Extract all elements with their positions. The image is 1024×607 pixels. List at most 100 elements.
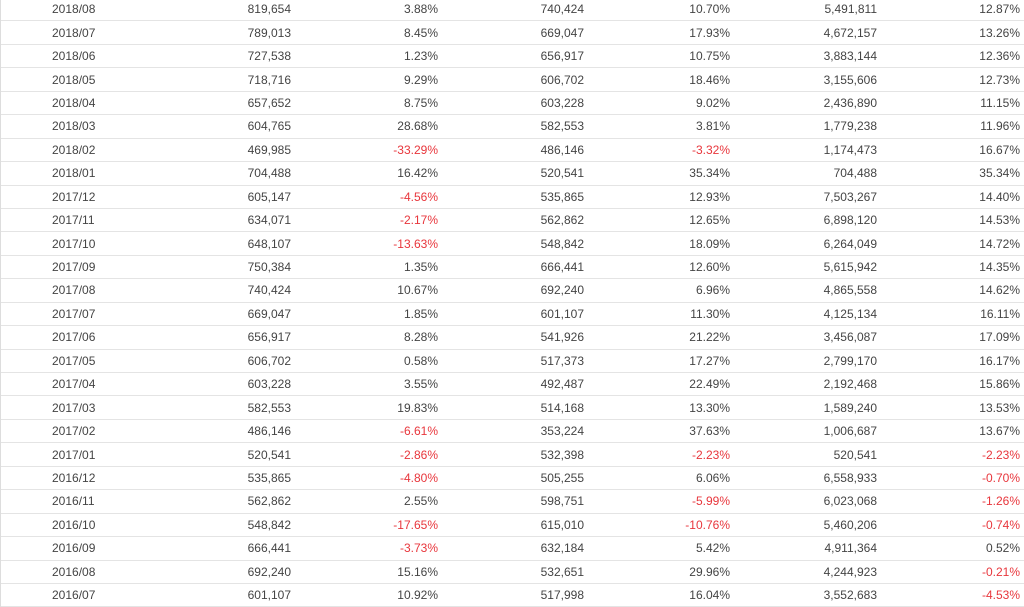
value-cell: 12.73% [979,72,1020,87]
value-cell: 1,006,687 [823,424,877,439]
month-cell: 2018/05 [52,72,96,87]
value-cell: -17.65% [393,517,438,532]
value-cell: 9.02% [695,95,730,110]
value-cell: -3.73% [399,541,438,556]
value-cell: 37.63% [689,424,730,439]
value-cell: 1.23% [403,49,438,64]
value-cell: 517,998 [540,588,584,603]
value-cell: 615,010 [540,517,584,532]
month-cell: 2018/03 [52,119,96,134]
month-cell: 2017/01 [52,447,96,462]
value-cell: 14.53% [979,213,1020,228]
value-cell: 6.06% [695,470,730,485]
value-cell: 1,174,473 [823,142,877,157]
value-cell: 669,047 [540,25,584,40]
table-row: 2016/10 548,842 -17.65% 615,010 -10.76% 5,460… [1,514,1024,538]
table-row: 2017/06 656,917 8.28% 541,926 21.22% 3,456,08… [1,326,1024,350]
table-row: 2018/05 718,716 9.29% 606,702 18.46% 3,155,60… [1,68,1024,92]
value-cell: 35.34% [689,166,730,181]
month-cell: 2016/07 [52,588,96,603]
value-cell: 10.92% [397,588,438,603]
value-cell: -13.63% [393,236,438,251]
value-cell: -2.17% [399,213,438,228]
value-cell: 3,552,683 [823,588,877,603]
value-cell: 10.67% [397,283,438,298]
value-cell: 14.62% [979,283,1020,298]
value-cell: 520,541 [833,447,877,462]
value-cell: 11.96% [980,119,1020,134]
table-row: 2016/09 666,441 -3.73% 632,184 5.42% 4,911,36… [1,537,1024,561]
value-cell: 727,538 [247,49,291,64]
value-cell: 2,799,170 [823,353,877,368]
month-cell: 2017/10 [52,236,96,251]
month-cell: 2016/10 [52,517,96,532]
value-cell: 606,702 [540,72,584,87]
value-cell: 2,192,468 [823,377,877,392]
value-cell: 15.86% [979,377,1020,392]
value-cell: 6,023,068 [823,494,877,509]
value-cell: 0.52% [985,541,1020,556]
value-cell: 740,424 [540,2,584,17]
value-cell: 2,436,890 [823,95,877,110]
value-cell: 532,398 [540,447,584,462]
value-cell: 11.15% [980,95,1020,110]
value-cell: 13.53% [979,400,1020,415]
value-cell: 548,842 [540,236,584,251]
value-cell: 656,917 [540,49,584,64]
value-cell: 601,107 [540,306,584,321]
month-cell: 2017/03 [52,400,96,415]
month-cell: 2018/06 [52,49,96,64]
value-cell: 10.70% [689,2,730,17]
value-cell: -4.53% [981,588,1020,603]
table-row: 2017/01 520,541 -2.86% 532,398 -2.23% 520,541… [1,443,1024,467]
table-row: 2018/03 604,765 28.68% 582,553 3.81% 1,779,23… [1,115,1024,139]
value-cell: 13.67% [979,424,1020,439]
value-cell: 469,985 [247,142,291,157]
value-cell: -1.26% [981,494,1020,509]
value-cell: 19.83% [397,400,438,415]
value-cell: 562,862 [247,494,291,509]
value-cell: 606,702 [247,353,291,368]
value-cell: 12.87% [979,2,1020,17]
value-cell: 12.36% [979,49,1020,64]
month-cell: 2017/11 [52,213,95,228]
value-cell: 601,107 [247,588,291,603]
value-cell: 7,503,267 [823,189,877,204]
value-cell: 22.49% [689,377,730,392]
month-cell: 2017/06 [52,330,96,345]
month-cell: 2017/04 [52,377,96,392]
table-row: 2018/08 819,654 3.88% 740,424 10.70% 5,491,81… [1,0,1024,22]
value-cell: 16.67% [979,142,1020,157]
value-cell: -4.56% [399,189,438,204]
value-cell: 648,107 [247,236,291,251]
value-cell: 541,926 [540,330,584,345]
table-row: 2017/09 750,384 1.35% 666,441 12.60% 5,615,94… [1,256,1024,280]
month-cell: 2017/05 [52,353,96,368]
value-cell: 18.46% [689,72,730,87]
value-cell: 656,917 [247,330,291,345]
value-cell: 603,228 [540,95,584,110]
value-cell: 634,071 [247,213,291,228]
value-cell: -2.86% [399,447,438,462]
value-cell: 17.09% [979,330,1020,345]
value-cell: 17.27% [689,353,730,368]
value-cell: -0.70% [981,470,1020,485]
table-row: 2017/08 740,424 10.67% 692,240 6.96% 4,865,55… [1,279,1024,303]
month-cell: 2018/07 [52,25,96,40]
value-cell: 8.28% [403,330,438,345]
value-cell: 14.40% [979,189,1020,204]
value-cell: 704,488 [247,166,291,181]
table-row: 2018/04 657,652 8.75% 603,228 9.02% 2,436,890… [1,92,1024,116]
value-cell: 16.11% [980,306,1020,321]
value-cell: 486,146 [247,424,291,439]
value-cell: -4.80% [399,470,438,485]
value-cell: 16.04% [689,588,730,603]
value-cell: 15.16% [397,564,438,579]
value-cell: 514,168 [540,400,584,415]
month-cell: 2017/02 [52,424,96,439]
value-cell: 1.35% [403,260,438,275]
value-cell: 1,779,238 [823,119,877,134]
value-cell: 6.96% [695,283,730,298]
table-row: 2018/06 727,538 1.23% 656,917 10.75% 3,883,14… [1,45,1024,69]
